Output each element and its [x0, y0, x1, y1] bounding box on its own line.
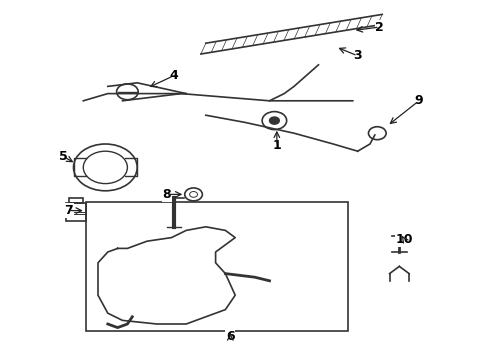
Circle shape	[270, 117, 279, 124]
Text: 2: 2	[375, 21, 384, 33]
Text: 8: 8	[162, 188, 171, 201]
Text: 10: 10	[395, 233, 413, 246]
Text: 9: 9	[415, 94, 423, 107]
Bar	[66, 203, 86, 221]
Text: 3: 3	[353, 49, 362, 62]
Text: 5: 5	[59, 150, 68, 163]
Text: 1: 1	[272, 139, 281, 152]
Bar	[69, 198, 83, 203]
Text: 4: 4	[170, 69, 178, 82]
Text: 7: 7	[64, 204, 73, 217]
Bar	[86, 202, 348, 331]
Text: 6: 6	[226, 330, 235, 343]
